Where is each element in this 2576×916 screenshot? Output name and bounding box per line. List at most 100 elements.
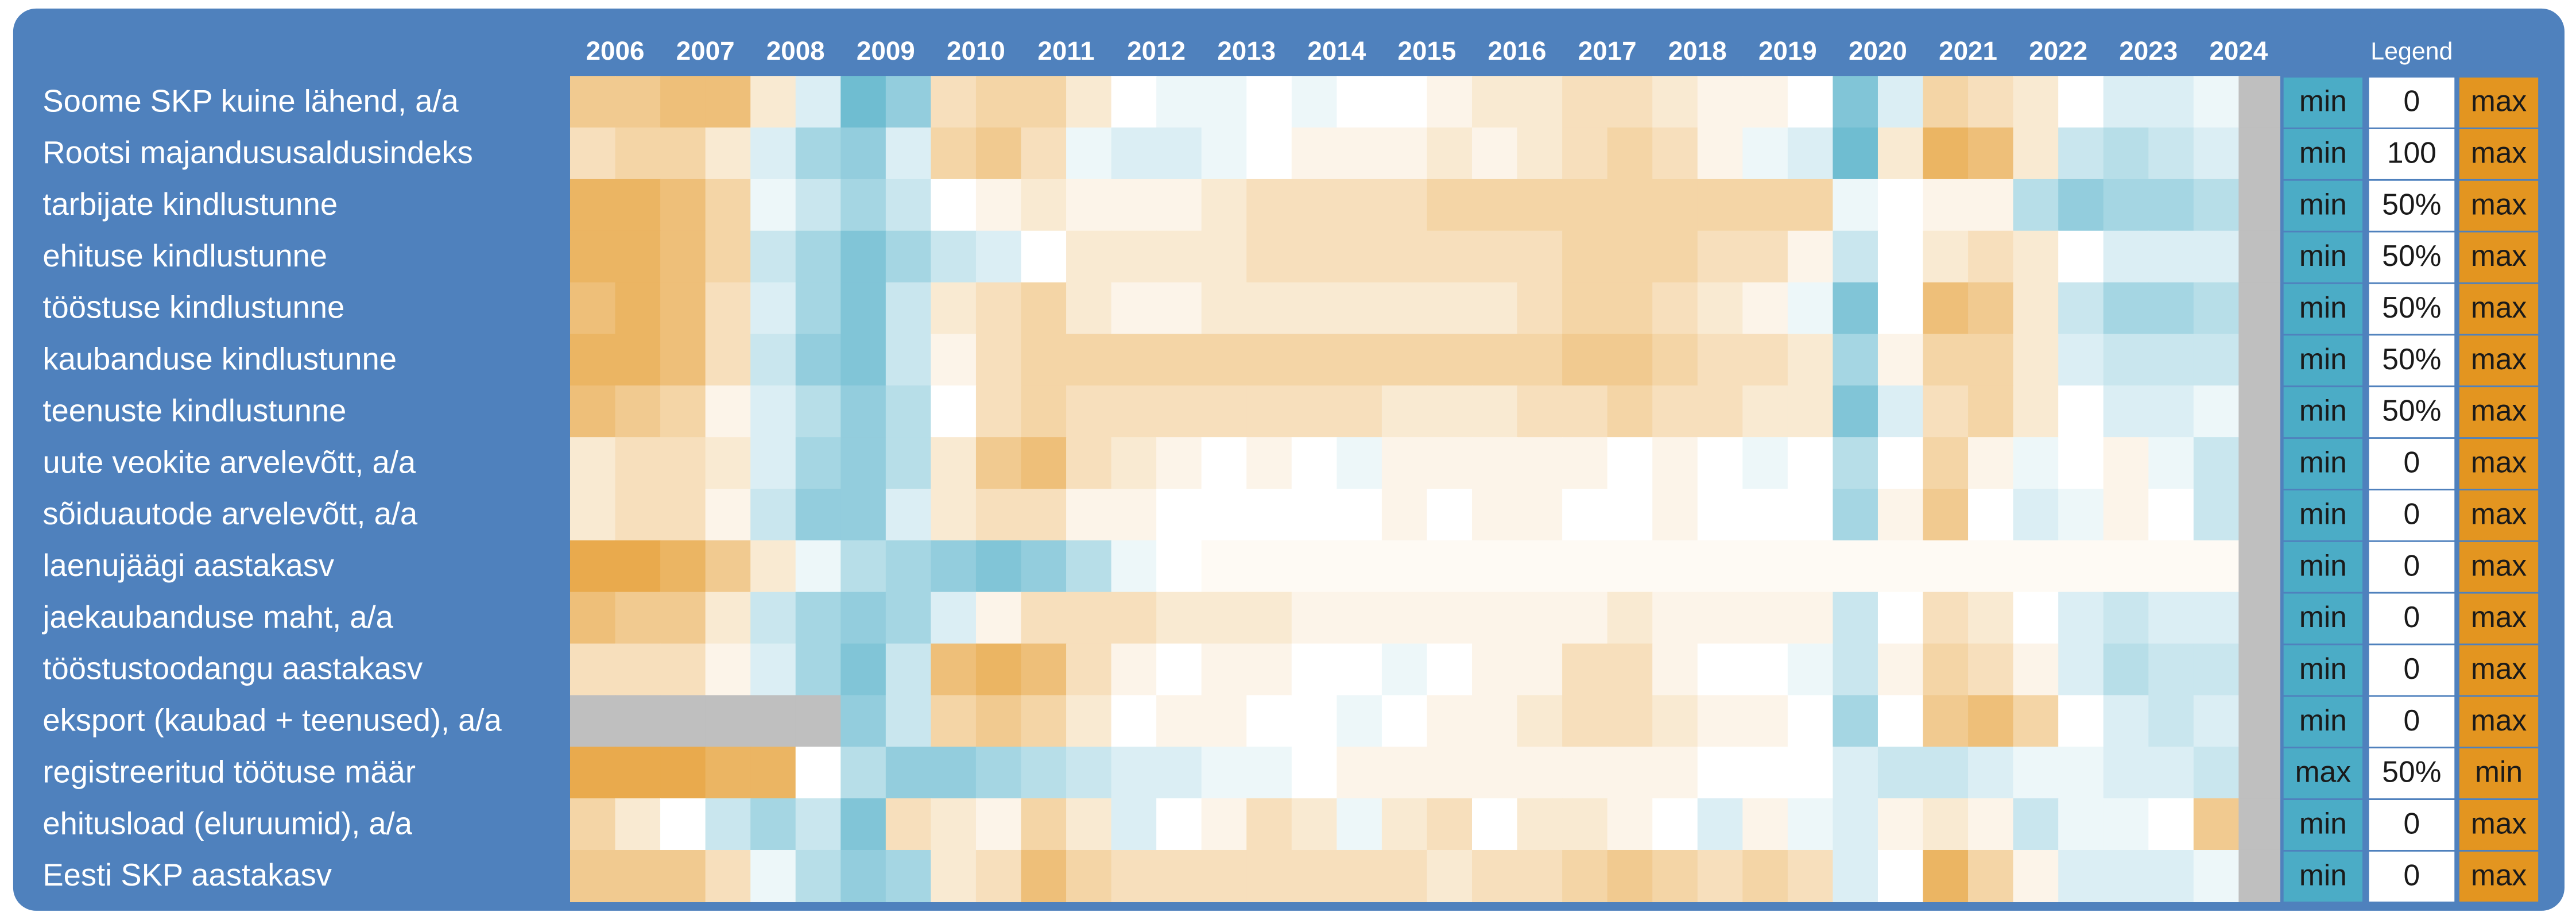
heat-cell xyxy=(1472,179,1518,231)
heat-cell xyxy=(1381,334,1428,387)
heat-cell xyxy=(1742,798,1789,851)
heat-cell xyxy=(2148,437,2194,490)
heat-cell xyxy=(1381,179,1428,231)
heat-cell xyxy=(1337,282,1383,335)
heat-cell xyxy=(1923,592,1969,644)
heat-cell xyxy=(1787,540,1834,593)
heat-cell xyxy=(750,849,796,902)
heat-cell xyxy=(1562,489,1608,542)
legend-box xyxy=(2369,439,2455,489)
heat-cell xyxy=(795,489,842,542)
heat-cell xyxy=(1021,489,1067,542)
heat-cell xyxy=(1562,437,1608,490)
heat-cell xyxy=(570,127,616,180)
heat-cell xyxy=(1472,695,1518,748)
heat-cell xyxy=(840,127,886,180)
heat-cell xyxy=(1697,592,1744,644)
heat-cell xyxy=(1381,747,1428,799)
heat-cell xyxy=(660,747,706,799)
heat-cell xyxy=(1968,437,2014,490)
heat-cell xyxy=(1877,747,1924,799)
heat-cell xyxy=(705,127,752,180)
heat-cell xyxy=(1381,76,1428,129)
heat-cell xyxy=(1291,230,1338,283)
heat-cell xyxy=(975,179,1022,231)
missing-strip xyxy=(2238,437,2280,490)
heat-cell xyxy=(931,230,977,283)
heat-cell xyxy=(1066,643,1112,696)
heat-cell xyxy=(1381,230,1428,283)
legend-box xyxy=(2459,645,2539,695)
heat-cell xyxy=(570,489,616,542)
missing-strip xyxy=(2238,334,2280,387)
heat-cell xyxy=(750,540,796,593)
heat-cell xyxy=(1562,747,1608,799)
heat-cell xyxy=(1652,643,1698,696)
heat-cell xyxy=(1923,179,1969,231)
heat-cell xyxy=(2148,230,2194,283)
heat-cell xyxy=(1833,695,1879,748)
heat-cell xyxy=(931,127,977,180)
heat-cell xyxy=(660,592,706,644)
heat-cell xyxy=(1652,489,1698,542)
heat-cell xyxy=(931,798,977,851)
legend-box xyxy=(2459,387,2539,438)
heat-cell xyxy=(840,230,886,283)
heat-cell xyxy=(975,282,1022,335)
heat-cell xyxy=(1607,849,1653,902)
missing-strip xyxy=(2238,489,2280,542)
heat-cell xyxy=(1562,179,1608,231)
heat-cell xyxy=(1607,798,1653,851)
legend-box xyxy=(2459,697,2539,747)
heat-cell xyxy=(1021,282,1067,335)
heat-cell xyxy=(1472,385,1518,438)
legend-label: max xyxy=(2471,446,2527,479)
heat-cell xyxy=(1742,230,1789,283)
heat-cell xyxy=(2013,282,2059,335)
heat-cell xyxy=(1787,695,1834,748)
heat-cell xyxy=(1291,592,1338,644)
heat-cell xyxy=(1607,282,1653,335)
heat-cell xyxy=(1472,230,1518,283)
heat-cell xyxy=(1607,747,1653,799)
heat-cell xyxy=(615,747,661,799)
heat-cell xyxy=(2193,179,2240,231)
heat-cell xyxy=(1111,230,1157,283)
heat-cell xyxy=(931,592,977,644)
heat-cell xyxy=(705,334,752,387)
heat-cell xyxy=(2103,592,2149,644)
missing-strip xyxy=(2238,282,2280,335)
heat-cell xyxy=(1021,643,1067,696)
heat-cell xyxy=(1156,489,1202,542)
legend-box xyxy=(2283,335,2362,386)
heat-cell xyxy=(615,643,661,696)
heat-cell xyxy=(1562,849,1608,902)
heat-cell xyxy=(1246,592,1292,644)
heat-cell xyxy=(885,592,932,644)
heat-cell xyxy=(1427,127,1473,180)
heat-cell xyxy=(1742,643,1789,696)
heat-cell xyxy=(1021,849,1067,902)
heat-cell xyxy=(1517,695,1563,748)
heat-cell xyxy=(1923,334,1969,387)
heat-cell xyxy=(1291,489,1338,542)
heat-cell xyxy=(2148,747,2194,799)
heat-cell xyxy=(2013,747,2059,799)
legend-box xyxy=(2369,851,2455,902)
heat-cell xyxy=(2193,747,2240,799)
heat-cell xyxy=(1246,849,1292,902)
legend-title: Legend xyxy=(2370,37,2453,65)
heat-cell xyxy=(660,127,706,180)
heat-cell xyxy=(1787,385,1834,438)
heat-cell xyxy=(795,76,842,129)
row-label: kaubanduse kindlustunne xyxy=(42,342,397,377)
heat-cell xyxy=(1787,76,1834,129)
legend-label: 0 xyxy=(2404,548,2420,582)
legend-box xyxy=(2369,129,2455,179)
legend-label: max xyxy=(2471,497,2527,530)
heat-cell xyxy=(1517,747,1563,799)
legend-label: 50% xyxy=(2382,291,2441,324)
heat-cell xyxy=(1156,385,1202,438)
legend-label: max xyxy=(2471,84,2527,118)
